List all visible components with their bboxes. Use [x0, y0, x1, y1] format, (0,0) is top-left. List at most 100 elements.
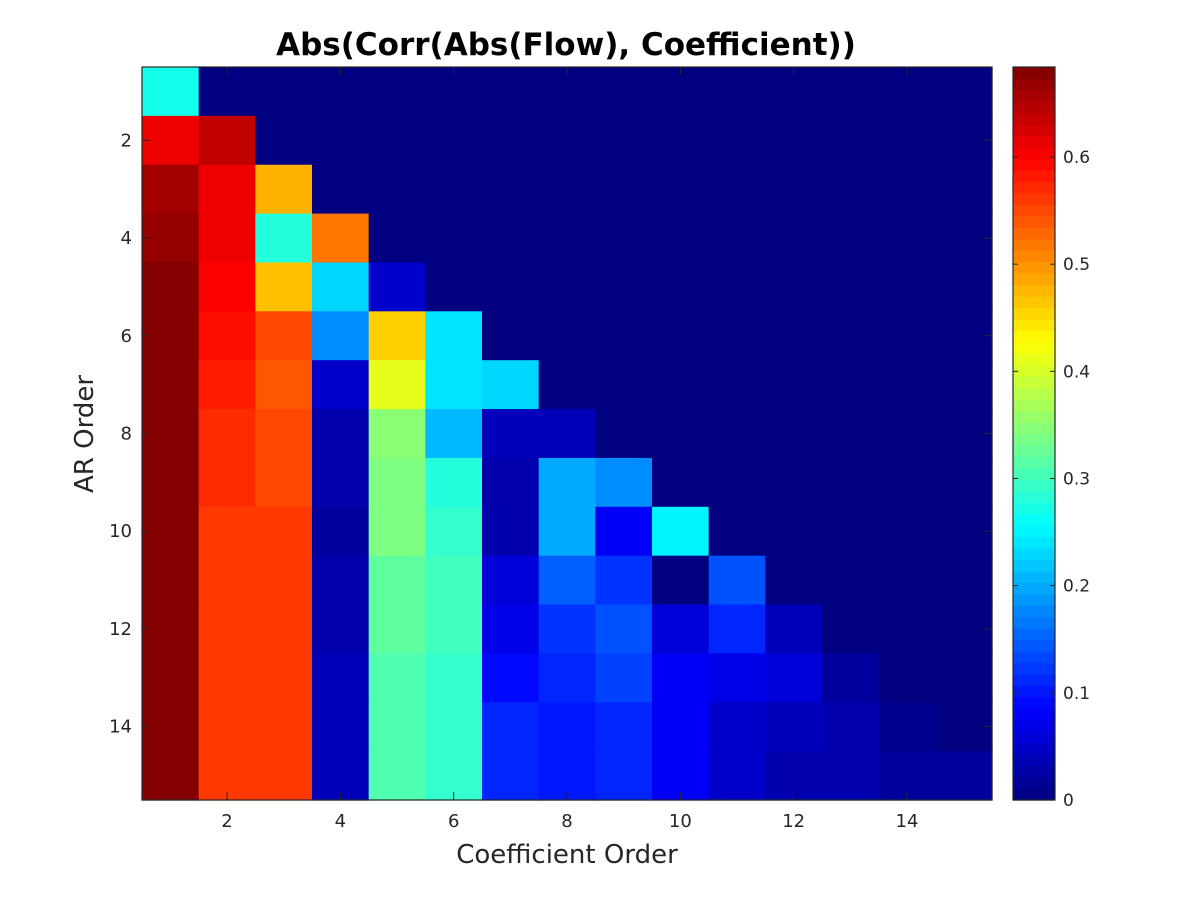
heatmap-cell: [538, 604, 596, 654]
heatmap-cell: [765, 506, 823, 557]
heatmap-cell: [482, 115, 540, 166]
heatmap-cell: [708, 360, 766, 410]
heatmap-cell: [935, 751, 993, 801]
colorbar-segment: [1013, 513, 1055, 526]
heatmap-cell: [878, 360, 936, 410]
heatmap-cell: [142, 164, 200, 215]
heatmap-cell: [312, 360, 370, 410]
heatmap-cell: [368, 653, 426, 703]
heatmap-cell: [482, 262, 540, 312]
colorbar-segment: [1013, 548, 1055, 561]
heatmap-cell: [935, 506, 993, 557]
heatmap-cell: [878, 213, 936, 264]
heatmap-cell: [482, 360, 540, 410]
heatmap-cell: [765, 555, 823, 606]
heatmap-cell: [538, 262, 596, 312]
colorbar-tick-label: 0.3: [1063, 470, 1090, 490]
heatmap-cell: [538, 555, 596, 606]
heatmap-cell: [708, 262, 766, 312]
colorbar-tick-label: 0.2: [1063, 577, 1090, 597]
heatmap-cell: [482, 164, 540, 215]
x-tick-label: 2: [221, 811, 232, 832]
heatmap-cell: [652, 164, 710, 215]
heatmap-cell: [538, 213, 596, 264]
colorbar-segment: [1013, 296, 1055, 309]
heatmap-cell: [878, 702, 936, 752]
heatmap-cell: [878, 67, 936, 117]
heatmap-cell: [708, 115, 766, 166]
heatmap-cell: [652, 409, 710, 459]
y-tick-label: 12: [109, 619, 132, 640]
heatmap-cell: [255, 311, 313, 361]
colorbar-segment: [1013, 559, 1055, 572]
colorbar-segment: [1013, 536, 1055, 549]
heatmap-cell: [425, 604, 483, 654]
y-tick-label: 4: [121, 228, 132, 249]
heatmap-cell: [935, 67, 993, 117]
heatmap-cell: [595, 751, 653, 801]
heatmap-cell: [312, 67, 370, 117]
heatmap-cell: [425, 115, 483, 166]
colorbar-segment: [1013, 364, 1055, 377]
heatmap-cell: [482, 67, 540, 117]
heatmap-cell: [708, 653, 766, 703]
heatmap-cell: [482, 653, 540, 703]
heatmap-cell: [312, 311, 370, 361]
heatmap-cell: [142, 457, 200, 508]
colorbar-segment: [1013, 570, 1055, 583]
heatmap-cell: [198, 653, 256, 703]
heatmap-cell: [482, 555, 540, 606]
colorbar-segment: [1013, 674, 1055, 687]
colorbar-segment: [1013, 158, 1055, 171]
x-axis-label: Coefficient Order: [456, 840, 678, 870]
heatmap-cell: [822, 604, 880, 654]
colorbar-segment: [1013, 399, 1055, 412]
heatmap-cell: [255, 67, 313, 117]
colorbar-segment: [1013, 777, 1055, 790]
heatmap-cell: [482, 457, 540, 508]
heatmap-cell: [708, 409, 766, 459]
colorbar-segment: [1013, 353, 1055, 366]
heatmap-cell: [765, 262, 823, 312]
heatmap-cell: [595, 360, 653, 410]
heatmap-cell: [538, 506, 596, 557]
heatmap-cell: [935, 360, 993, 410]
heatmap-cell: [765, 164, 823, 215]
colorbar-segment: [1013, 147, 1055, 160]
heatmap-cell: [425, 555, 483, 606]
colorbar-segment: [1013, 719, 1055, 732]
heatmap-cell: [538, 311, 596, 361]
heatmap-cell: [652, 604, 710, 654]
heatmap-cell: [142, 555, 200, 606]
colorbar-segment: [1013, 742, 1055, 755]
heatmap-cells: [142, 67, 993, 801]
colorbar-segment: [1013, 788, 1055, 801]
heatmap-cell: [878, 604, 936, 654]
heatmap-cell: [482, 311, 540, 361]
heatmap-cell: [198, 604, 256, 654]
heatmap-cell: [652, 653, 710, 703]
colorbar-segment: [1013, 456, 1055, 469]
heatmap-cell: [595, 115, 653, 166]
heatmap-cell: [708, 555, 766, 606]
heatmap-cell: [822, 702, 880, 752]
heatmap-cell: [425, 409, 483, 459]
heatmap-cell: [765, 604, 823, 654]
heatmap-cell: [595, 311, 653, 361]
heatmap-cell: [878, 262, 936, 312]
colorbar-segment: [1013, 593, 1055, 606]
heatmap-cell: [652, 457, 710, 508]
colorbar-segment: [1013, 754, 1055, 767]
colorbar-segment: [1013, 582, 1055, 595]
heatmap-cell: [198, 164, 256, 215]
heatmap-cell: [255, 653, 313, 703]
heatmap-cell: [708, 702, 766, 752]
heatmap-cell: [652, 702, 710, 752]
heatmap-cell: [198, 702, 256, 752]
heatmap-cell: [878, 653, 936, 703]
heatmap-cell: [595, 506, 653, 557]
heatmap-cell: [652, 555, 710, 606]
heatmap-cell: [425, 164, 483, 215]
heatmap-cell: [822, 67, 880, 117]
